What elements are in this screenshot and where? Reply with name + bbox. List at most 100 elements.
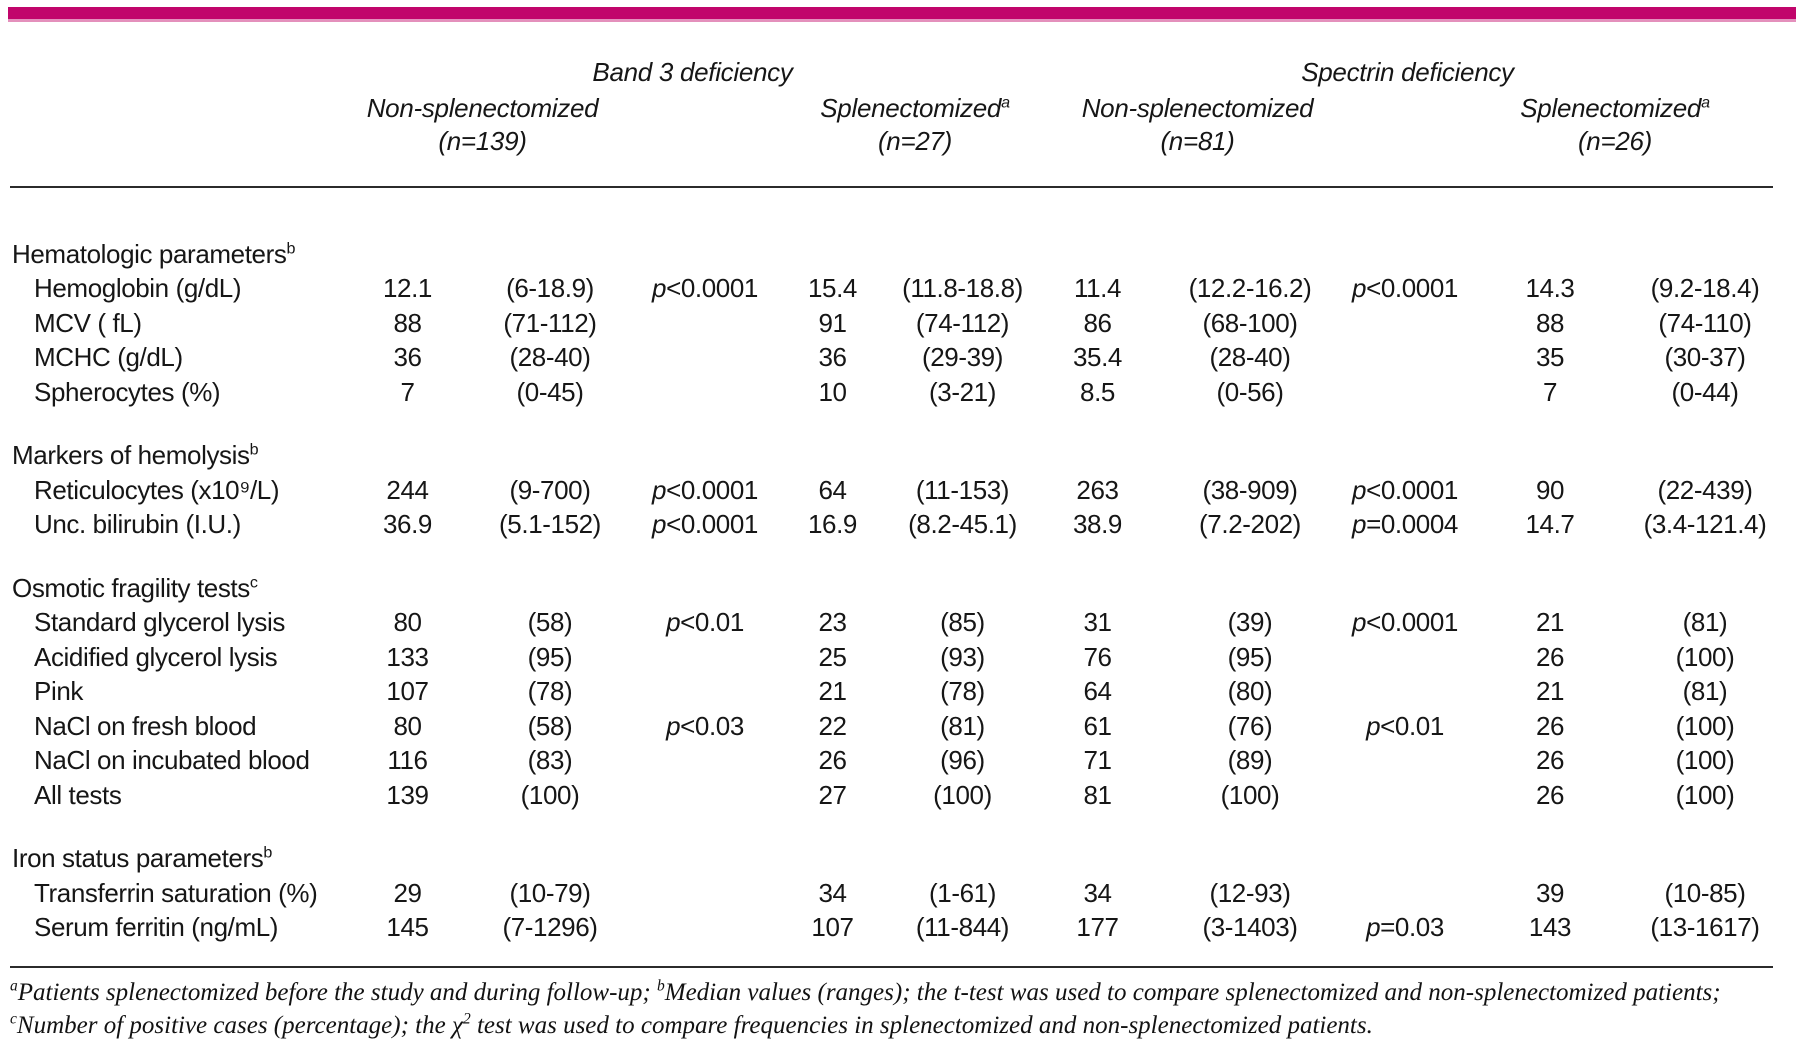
- value-cell: 86: [1083, 307, 1112, 338]
- table-row: NaCl on fresh blood 80 (58) p<0.03 22 (81) 61 (…: [0, 709, 1800, 744]
- value-cell: 36: [818, 342, 847, 373]
- value-cell: (100): [933, 779, 992, 810]
- table-body: Hematologic parametersb Hemoglobin (g/dL)…: [0, 237, 1800, 945]
- superscript: b: [657, 977, 665, 995]
- value-cell: (81): [1682, 676, 1728, 707]
- value-cell: (28-40): [1209, 342, 1291, 373]
- value-cell: 26: [1535, 641, 1565, 672]
- value-cell: 8.5: [1080, 376, 1115, 407]
- header-rule: [10, 186, 1773, 188]
- accent-bar-edge: [8, 19, 1796, 22]
- value-cell: (58): [527, 710, 573, 741]
- superscript: a: [1001, 93, 1010, 112]
- superscript: c: [249, 573, 258, 592]
- table-row: Hemoglobin (g/dL) 12.1 (6-18.9) p<0.0001 15.…: [0, 272, 1800, 307]
- value-cell: 91: [818, 307, 847, 338]
- value-cell: 15.4: [807, 273, 857, 304]
- superscript: b: [249, 440, 259, 459]
- row-label: Spherocytes (%): [34, 376, 221, 407]
- value-cell: 14.7: [1525, 509, 1575, 540]
- value-cell: (12-93): [1209, 877, 1291, 908]
- value-cell: (10-85): [1664, 877, 1746, 908]
- value-cell: 21: [1535, 676, 1565, 707]
- value-cell: 39: [1535, 877, 1565, 908]
- p-value-cell: p<0.01: [666, 607, 744, 638]
- value-cell: (3-1403): [1202, 912, 1298, 943]
- value-cell: (3-21): [929, 376, 996, 407]
- section-label: Markers of hemolysisb: [12, 440, 259, 471]
- footnote-text: Median values (ranges); the t-test was u…: [664, 979, 1721, 1006]
- value-cell: (58): [527, 607, 573, 638]
- section-row: Markers of hemolysisb: [0, 439, 1800, 474]
- row-label: Acidified glycerol lysis: [34, 641, 278, 672]
- p-value-cell: p<0.0001: [1352, 607, 1458, 638]
- value-cell: 116: [387, 745, 428, 776]
- value-cell: (100): [1675, 710, 1735, 741]
- row-label: NaCl on incubated blood: [34, 745, 310, 776]
- value-cell: 7: [1542, 376, 1558, 407]
- value-cell: (28-40): [509, 342, 591, 373]
- section-label: Osmotic fragility testsc: [12, 572, 258, 603]
- section-row: Osmotic fragility testsc: [0, 571, 1800, 606]
- value-cell: (1-61): [929, 877, 996, 908]
- column-header-line2: (n=27): [877, 126, 953, 156]
- row-label: NaCl on fresh blood: [34, 710, 257, 741]
- value-cell: (81): [940, 710, 985, 741]
- value-cell: 26: [1535, 779, 1565, 810]
- row-label: Transferrin saturation (%): [34, 877, 318, 908]
- value-cell: 145: [386, 912, 429, 943]
- value-cell: 64: [1083, 676, 1112, 707]
- value-cell: 25: [818, 641, 847, 672]
- value-cell: 12.1: [382, 273, 432, 304]
- value-cell: (83): [527, 745, 573, 776]
- value-cell: (80): [1227, 676, 1273, 707]
- value-cell: (13-1617): [1650, 912, 1760, 943]
- value-cell: (100): [1675, 745, 1735, 776]
- value-cell: 88: [1535, 307, 1565, 338]
- value-cell: 88: [393, 307, 422, 338]
- footnote-line: cNumber of positive cases (percentage); …: [10, 1009, 1792, 1042]
- value-cell: 244: [386, 474, 429, 505]
- value-cell: (85): [940, 607, 985, 638]
- superscript: b: [263, 843, 272, 862]
- table-row: Pink 107 (78) 21 (78) 64 (80) 21 (81): [0, 675, 1800, 710]
- value-cell: 21: [818, 676, 847, 707]
- value-cell: 133: [386, 641, 429, 672]
- section-label: Iron status parametersb: [12, 843, 272, 874]
- column-header-line2: (n=26): [1577, 126, 1653, 156]
- table-row: Serum ferritin (ng/mL) 145 (7-1296) 107 (11-…: [0, 911, 1800, 946]
- column-header-spectrin-nonsplenectomized: Non-splenectomized (n=81): [1045, 92, 1350, 158]
- value-cell: 27: [818, 779, 847, 810]
- table-row: MCHC (g/dL) 36 (28-40) 36 (29-39) 35.4 (28-40)…: [0, 341, 1800, 376]
- table-row: Spherocytes (%) 7 (0-45) 10 (3-21) 8.5 (0-56) 7…: [0, 375, 1800, 410]
- superscript: a: [1701, 93, 1710, 112]
- section-label: Hematologic parametersb: [12, 238, 295, 269]
- p-value-cell: p=0.0004: [1352, 509, 1458, 540]
- value-cell: 22: [818, 710, 847, 741]
- value-cell: (30-37): [1664, 342, 1746, 373]
- value-cell: (76): [1227, 710, 1273, 741]
- value-cell: (22-439): [1657, 474, 1753, 505]
- value-cell: 177: [1076, 912, 1119, 943]
- value-cell: 21: [1535, 607, 1565, 638]
- section-row: Iron status parametersb: [0, 842, 1800, 877]
- footnotes: aPatients splenectomized before the stud…: [10, 976, 1792, 1042]
- top-accent-bar: [8, 7, 1796, 22]
- value-cell: (68-100): [1202, 307, 1298, 338]
- superscript: 2: [462, 1010, 471, 1028]
- value-cell: (74-110): [1658, 307, 1752, 338]
- value-cell: (29-39): [921, 342, 1003, 373]
- row-label: All tests: [34, 779, 122, 810]
- value-cell: (100): [520, 779, 580, 810]
- row-label: Reticulocytes (x10⁹/L): [34, 474, 280, 505]
- group-header-band3-deficiency: Band 3 deficiency: [592, 57, 793, 87]
- value-cell: 90: [1535, 474, 1565, 505]
- value-cell: (7-1296): [502, 912, 598, 943]
- table-row: Standard glycerol lysis 80 (58) p<0.01 23 (85…: [0, 606, 1800, 641]
- value-cell: (9-700): [509, 474, 591, 505]
- value-cell: 143: [1528, 912, 1572, 943]
- table-row: MCV ( fL) 88 (71-112) 91 (74-112) 86 (68-100) 8…: [0, 306, 1800, 341]
- row-label: Pink: [34, 676, 83, 707]
- value-cell: (71-112): [503, 307, 597, 338]
